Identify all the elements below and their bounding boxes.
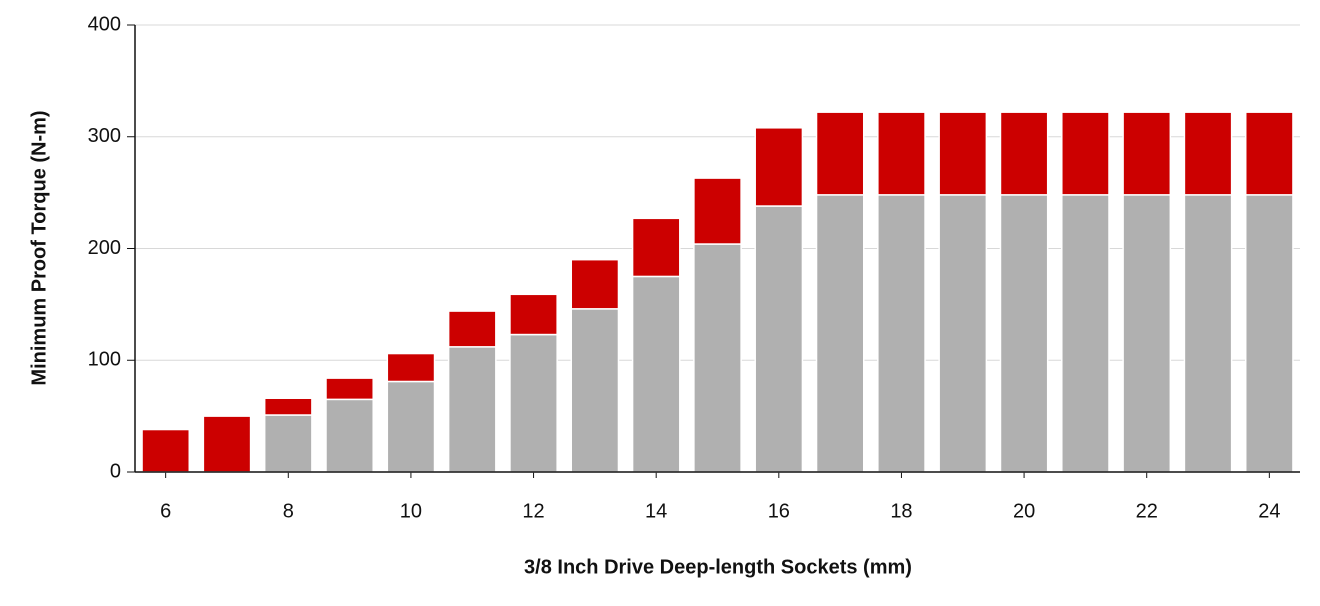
bar-segment bbox=[202, 415, 252, 473]
bar-segment bbox=[693, 243, 742, 473]
bar-segment bbox=[325, 398, 374, 473]
bar-segment bbox=[1183, 111, 1233, 196]
x-tick-label: 16 bbox=[768, 500, 790, 522]
bar-segment bbox=[509, 333, 558, 473]
bar-segment bbox=[1122, 194, 1172, 473]
bar-segment bbox=[509, 293, 558, 336]
bar-segment bbox=[447, 346, 497, 473]
bar-segment bbox=[386, 352, 436, 383]
bar-segment bbox=[570, 258, 620, 310]
x-tick-label: 6 bbox=[160, 500, 171, 522]
bar-segment bbox=[386, 380, 436, 473]
bar-segment bbox=[447, 310, 497, 348]
bar-segment bbox=[1061, 111, 1110, 196]
bar-segment bbox=[815, 111, 865, 196]
bar-segment bbox=[1061, 194, 1110, 473]
y-tick-label: 300 bbox=[88, 125, 121, 147]
bar-segment bbox=[1183, 194, 1233, 473]
bar-segment bbox=[263, 397, 313, 416]
bar-segment bbox=[263, 414, 313, 473]
bar-segment bbox=[1244, 111, 1294, 196]
x-tick-label: 8 bbox=[283, 500, 294, 522]
bar-segment bbox=[999, 194, 1049, 473]
y-axis-label: Minimum Proof Torque (N-m) bbox=[28, 110, 50, 385]
x-tick-label: 18 bbox=[890, 500, 912, 522]
x-tick-label: 14 bbox=[645, 500, 667, 522]
bar-segment bbox=[877, 111, 926, 196]
x-tick-label: 12 bbox=[522, 500, 544, 522]
bar-segment bbox=[999, 111, 1049, 196]
y-tick-label: 100 bbox=[88, 349, 121, 371]
bar-segment bbox=[754, 127, 804, 207]
bar-segment bbox=[877, 194, 926, 473]
x-tick-label: 20 bbox=[1013, 500, 1035, 522]
bar-segment bbox=[1122, 111, 1172, 196]
y-tick-label: 200 bbox=[88, 237, 121, 259]
bar-segment bbox=[693, 177, 742, 245]
y-tick-label: 0 bbox=[110, 460, 121, 482]
bar-segment bbox=[631, 275, 681, 473]
bar-segment bbox=[325, 377, 374, 401]
x-tick-label: 10 bbox=[400, 500, 422, 522]
bar-segment bbox=[141, 428, 191, 473]
x-tick-label: 22 bbox=[1136, 500, 1158, 522]
y-tick-label: 400 bbox=[88, 13, 121, 35]
bar-segment bbox=[815, 194, 865, 473]
bar-segment bbox=[754, 205, 804, 473]
bar-segment bbox=[1244, 194, 1294, 473]
bar-segment bbox=[631, 217, 681, 278]
bar-segment bbox=[938, 194, 988, 473]
x-tick-label: 24 bbox=[1258, 500, 1280, 522]
bar-segment bbox=[570, 308, 620, 473]
x-axis-label: 3/8 Inch Drive Deep-length Sockets (mm) bbox=[524, 556, 912, 578]
bar-segment bbox=[938, 111, 988, 196]
